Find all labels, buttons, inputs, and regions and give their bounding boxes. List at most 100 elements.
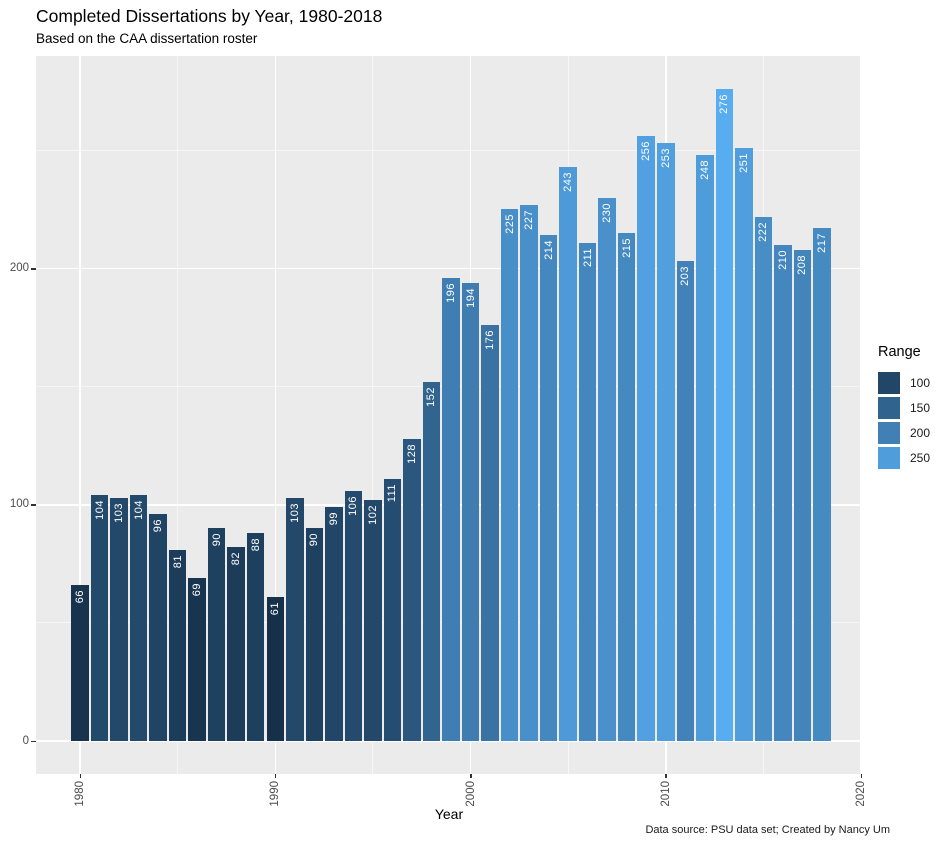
bar-value-label: 210 xyxy=(776,249,789,270)
legend-item: 250 xyxy=(878,447,930,469)
legend: Range 100 150 200 250 xyxy=(878,344,930,472)
bar: 251 xyxy=(735,148,753,741)
gridline-minor-h xyxy=(36,149,862,151)
bar-value-label: 256 xyxy=(640,141,653,162)
bar-value-label: 99 xyxy=(327,512,340,526)
bar-value-label: 104 xyxy=(93,500,106,521)
bar: 66 xyxy=(71,585,89,741)
bar: 227 xyxy=(520,204,538,741)
bar: 256 xyxy=(637,136,655,741)
bar: 253 xyxy=(657,143,675,741)
bar-value-label: 227 xyxy=(523,209,536,230)
chart-subtitle: Based on the CAA dissertation roster xyxy=(36,31,258,46)
bar-value-label: 104 xyxy=(132,500,145,521)
bar: 103 xyxy=(110,497,128,741)
y-tick-mark xyxy=(31,740,36,742)
plot-panel: 66 104 103 104 96 81 69 90 82 88 61 103 90 99 106 102 11… xyxy=(36,56,862,774)
bar: 82 xyxy=(227,547,245,741)
bar: 230 xyxy=(598,197,616,741)
x-tick-mark xyxy=(860,774,862,778)
bar-value-label: 196 xyxy=(444,282,457,303)
gridline-major-h xyxy=(36,267,862,270)
bar: 152 xyxy=(422,381,441,741)
bar-value-label: 253 xyxy=(659,148,672,169)
bar-value-label: 69 xyxy=(191,582,204,597)
bar: 243 xyxy=(559,166,577,741)
x-tick-text: 2020 xyxy=(855,781,867,807)
gridline-major-h xyxy=(36,740,862,742)
bar-value-label: 194 xyxy=(464,287,477,308)
bar: 248 xyxy=(696,155,714,741)
legend-item: 150 xyxy=(878,397,930,419)
legend-item-label: 250 xyxy=(910,451,931,465)
bar: 90 xyxy=(305,528,324,741)
bar-value-label: 111 xyxy=(386,483,399,502)
chart-title: Completed Dissertations by Year, 1980-20… xyxy=(36,6,383,26)
bar-value-label: 248 xyxy=(698,160,711,180)
bar-value-label: 215 xyxy=(620,238,633,258)
bar-value-label: 276 xyxy=(718,93,731,114)
bar: 214 xyxy=(539,235,558,741)
legend-title: Range xyxy=(878,344,921,360)
gridline-major-v xyxy=(79,56,81,774)
legend-item-label: 100 xyxy=(910,376,931,390)
bar: 102 xyxy=(364,500,382,741)
bar: 176 xyxy=(481,325,499,741)
y-tick-label: 0 xyxy=(22,734,29,747)
bar: 128 xyxy=(403,438,421,741)
bar: 103 xyxy=(286,497,304,741)
legend-swatch xyxy=(878,372,900,394)
caption: Data source: PSU data set; Created by Na… xyxy=(645,824,890,836)
legend-item-label: 200 xyxy=(910,426,931,440)
bar-value-label: 225 xyxy=(503,214,516,235)
bar-value-label: 90 xyxy=(308,533,321,547)
gridline-minor-v xyxy=(372,56,374,774)
bar-value-label: 251 xyxy=(737,153,750,173)
bar-value-label: 203 xyxy=(679,266,692,287)
x-tick-text: 1990 xyxy=(269,781,282,807)
y-tick-mark xyxy=(31,504,36,506)
legend-items: 100 150 200 250 xyxy=(878,372,930,469)
bar-value-label: 103 xyxy=(113,502,126,523)
bar-value-label: 230 xyxy=(601,202,614,223)
x-tick-text: 2000 xyxy=(464,781,477,807)
bar: 104 xyxy=(129,495,148,741)
bar: 276 xyxy=(715,88,734,741)
bar: 194 xyxy=(461,282,480,741)
bar-value-label: 152 xyxy=(425,386,438,407)
bar: 69 xyxy=(188,577,206,741)
bar: 225 xyxy=(500,209,519,741)
gridline-minor-v xyxy=(177,56,179,774)
gridline-major-v xyxy=(274,56,276,774)
bar-value-label: 222 xyxy=(757,221,770,242)
legend-swatch xyxy=(878,447,900,469)
bar: 104 xyxy=(90,495,109,741)
bar: 90 xyxy=(207,528,226,741)
bar: 96 xyxy=(149,514,167,741)
bar-value-label: 243 xyxy=(562,171,575,192)
bar: 106 xyxy=(344,490,363,741)
bar: 210 xyxy=(774,244,792,741)
bar: 81 xyxy=(168,549,187,741)
bar: 208 xyxy=(793,249,812,741)
bar-value-label: 66 xyxy=(74,590,86,604)
bar-value-label: 82 xyxy=(230,552,243,566)
bar-value-label: 61 xyxy=(269,601,282,616)
bar: 61 xyxy=(266,596,284,741)
x-tick-mark xyxy=(470,774,472,778)
bar-value-label: 214 xyxy=(542,240,555,261)
bar-value-label: 208 xyxy=(796,254,809,275)
x-tick-mark xyxy=(79,774,81,778)
legend-swatch xyxy=(878,397,900,419)
y-tick-mark xyxy=(31,268,36,270)
bar-value-label: 102 xyxy=(366,505,379,525)
bar: 217 xyxy=(813,228,831,741)
bar-value-label: 81 xyxy=(171,554,184,568)
bar-value-label: 128 xyxy=(405,443,418,464)
bar-value-label: 88 xyxy=(249,538,262,552)
bar: 203 xyxy=(676,261,695,741)
bar: 196 xyxy=(442,277,460,741)
x-tick-mark xyxy=(274,774,277,778)
bar: 111 xyxy=(383,478,402,741)
